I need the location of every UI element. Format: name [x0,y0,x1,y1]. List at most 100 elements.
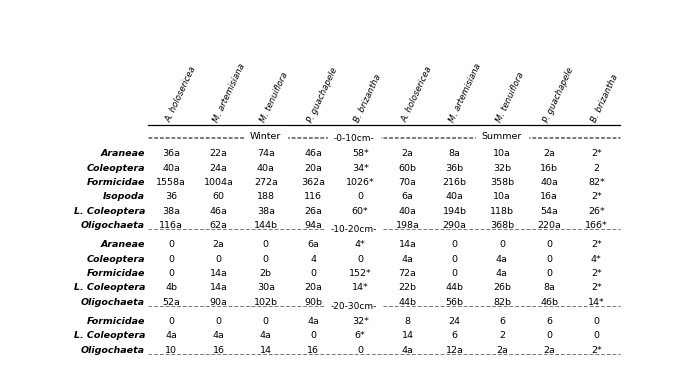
Text: M. tenuiflora: M. tenuiflora [495,71,526,124]
Text: 60*: 60* [352,207,368,215]
Text: 0: 0 [168,240,175,249]
Text: 2b: 2b [260,269,272,278]
Text: 198a: 198a [395,221,420,230]
Text: 4a: 4a [213,332,224,340]
Text: 0: 0 [263,240,269,249]
Text: 90a: 90a [210,298,228,306]
Text: 8a: 8a [543,283,555,292]
Text: 70a: 70a [399,178,416,187]
Text: A. holosericea: A. holosericea [400,65,434,124]
Text: Winter: Winter [250,132,282,142]
Text: 2: 2 [499,332,505,340]
Text: 60b: 60b [398,164,417,173]
Text: Summer: Summer [482,132,522,142]
Text: 12a: 12a [446,345,464,355]
Text: 2a: 2a [402,149,413,159]
Text: 194b: 194b [443,207,466,215]
Text: L. Coleoptera: L. Coleoptera [74,207,145,215]
Text: 34*: 34* [352,164,368,173]
Text: 0: 0 [310,332,316,340]
Text: 16a: 16a [540,192,558,201]
Text: 0: 0 [215,317,221,326]
Text: 0: 0 [452,240,457,249]
Text: 60: 60 [213,192,224,201]
Text: Coleoptera: Coleoptera [86,255,145,264]
Text: 54a: 54a [540,207,558,215]
Text: 26*: 26* [588,207,604,215]
Text: 30a: 30a [257,283,275,292]
Text: 94a: 94a [304,221,322,230]
Text: 0: 0 [168,317,175,326]
Text: 0: 0 [452,269,457,278]
Text: 16: 16 [213,345,224,355]
Text: 14a: 14a [210,283,228,292]
Text: 82*: 82* [588,178,604,187]
Text: Formicidae: Formicidae [86,317,145,326]
Text: 0: 0 [546,240,552,249]
Text: 24: 24 [448,317,461,326]
Text: 56b: 56b [446,298,464,306]
Text: 4a: 4a [496,255,508,264]
Text: 1026*: 1026* [346,178,375,187]
Text: 4a: 4a [496,269,508,278]
Text: 2a: 2a [213,240,224,249]
Text: 14*: 14* [588,298,604,306]
Text: 22b: 22b [398,283,417,292]
Text: 0: 0 [263,317,269,326]
Text: 152*: 152* [349,269,372,278]
Text: 116*: 116* [349,221,372,230]
Text: 62a: 62a [210,221,228,230]
Text: L. Coleoptera: L. Coleoptera [74,332,145,340]
Text: 0: 0 [593,317,600,326]
Text: 52a: 52a [162,298,180,306]
Text: 0: 0 [593,332,600,340]
Text: 2*: 2* [591,240,602,249]
Text: 8a: 8a [448,149,461,159]
Text: 4*: 4* [355,240,366,249]
Text: -20-30cm-: -20-30cm- [331,301,377,311]
Text: 14: 14 [402,332,413,340]
Text: 0: 0 [357,192,363,201]
Text: 0: 0 [546,269,552,278]
Text: 40a: 40a [399,207,416,215]
Text: 40a: 40a [257,164,275,173]
Text: 2a: 2a [543,345,555,355]
Text: 2: 2 [593,164,600,173]
Text: 0: 0 [263,255,269,264]
Text: 6: 6 [546,317,552,326]
Text: -0-10cm-: -0-10cm- [333,134,374,143]
Text: 6: 6 [452,332,457,340]
Text: 2*: 2* [591,192,602,201]
Text: 90b: 90b [304,298,322,306]
Text: 0: 0 [168,269,175,278]
Text: L. Coleoptera: L. Coleoptera [74,283,145,292]
Text: 8: 8 [404,317,411,326]
Text: Oligochaeta: Oligochaeta [81,221,145,230]
Text: 16: 16 [307,345,319,355]
Text: P. guachapele: P. guachapele [542,66,575,124]
Text: 1558a: 1558a [157,178,186,187]
Text: Araneae: Araneae [101,149,145,159]
Text: 46a: 46a [304,149,322,159]
Text: 26a: 26a [304,207,322,215]
Text: 166*: 166* [585,221,608,230]
Text: 38a: 38a [162,207,180,215]
Text: 4a: 4a [402,345,413,355]
Text: 44b: 44b [398,298,417,306]
Text: Oligochaeta: Oligochaeta [81,298,145,306]
Text: 32*: 32* [352,317,368,326]
Text: 14a: 14a [210,269,228,278]
Text: 2*: 2* [591,269,602,278]
Text: 102b: 102b [254,298,278,306]
Text: 4a: 4a [166,332,177,340]
Text: 0: 0 [452,255,457,264]
Text: 290a: 290a [443,221,466,230]
Text: 20a: 20a [304,164,322,173]
Text: 40a: 40a [540,178,558,187]
Text: Coleoptera: Coleoptera [86,164,145,173]
Text: 36: 36 [166,192,177,201]
Text: 362a: 362a [301,178,325,187]
Text: 6: 6 [499,317,505,326]
Text: Isopoda: Isopoda [103,192,145,201]
Text: 46a: 46a [210,207,228,215]
